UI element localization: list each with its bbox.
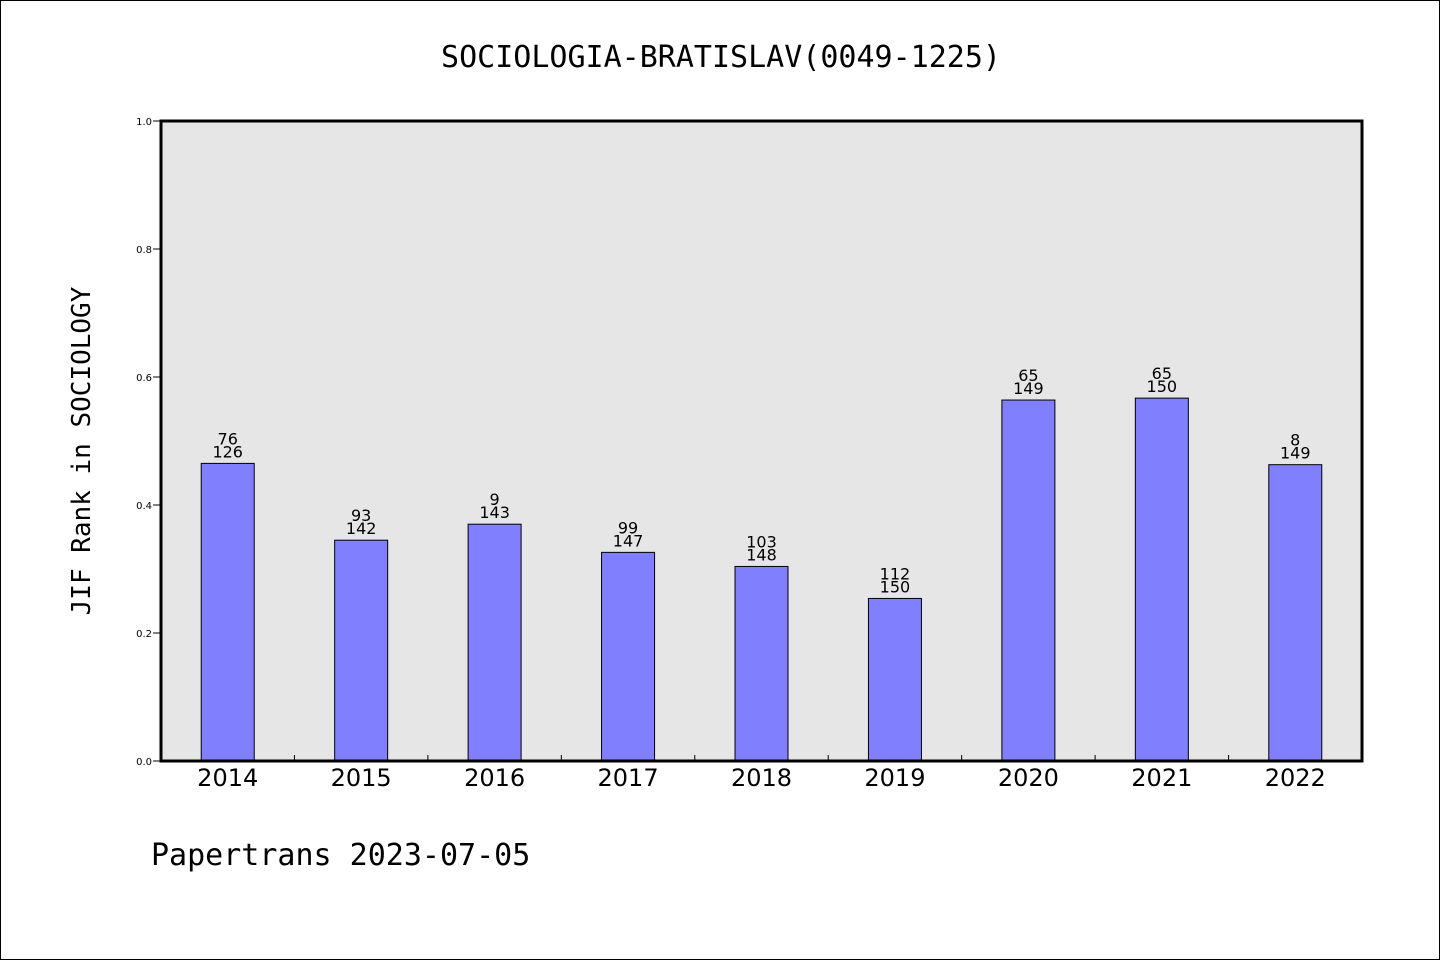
total-label: 150	[1147, 377, 1178, 396]
total-label: 148	[746, 545, 777, 564]
y-axis-label: JIF Rank in SOCIOLOGY	[67, 286, 97, 615]
bar-2018	[734, 565, 789, 762]
bar-2015	[334, 539, 389, 762]
y-tick-label: 0.6	[136, 373, 152, 384]
total-label: 143	[479, 503, 510, 522]
footer-credit: Papertrans 2023-07-05	[151, 838, 530, 873]
rank-label: 112	[880, 564, 911, 583]
y-axis-ticks: 0.0 0.2 0.4 0.6 0.8 1.0	[136, 117, 161, 768]
chart-title: SOCIOLOGIA-BRATISLAV(0049-1225)	[441, 40, 1001, 75]
bar-2017	[601, 551, 656, 762]
plot-border	[159, 119, 1364, 763]
rank-label: 99	[618, 518, 638, 537]
rank-label: 103	[746, 532, 777, 551]
bar-2019	[867, 597, 922, 762]
total-label: 147	[613, 531, 644, 550]
total-label: 142	[346, 519, 377, 538]
y-tick-label: 0.4	[136, 501, 152, 512]
rank-label: 65	[1152, 364, 1172, 383]
rank-label: 9	[490, 490, 500, 509]
rank-label: 8	[1290, 431, 1300, 450]
bar-2020	[1001, 399, 1056, 762]
rank-label: 93	[351, 506, 371, 525]
bar-2021	[1134, 397, 1189, 762]
x-axis-ticks: 2014 2015 2016 2017 2018 2019 2020 2021 2022	[197, 755, 1326, 792]
bars	[200, 397, 1323, 762]
rank-label: 65	[1018, 366, 1038, 385]
x-tick-label: 2014	[197, 764, 258, 792]
total-label: 126	[212, 442, 243, 461]
total-label: 150	[880, 577, 911, 596]
bar-2016	[467, 523, 522, 762]
x-tick-label: 2015	[331, 764, 392, 792]
bar-2014	[200, 462, 255, 762]
y-tick-label: 0.2	[136, 629, 152, 640]
total-label: 149	[1280, 444, 1311, 463]
x-tick-label: 2022	[1265, 764, 1326, 792]
y-tick-label: 0.8	[136, 245, 152, 256]
rank-label: 76	[218, 429, 238, 448]
x-tick-label: 2019	[864, 764, 925, 792]
y-tick-label: 0.0	[136, 757, 152, 768]
x-tick-label: 2017	[598, 764, 659, 792]
y-tick-label: 1.0	[136, 117, 152, 128]
bar-2022	[1268, 464, 1323, 762]
x-tick-label: 2016	[464, 764, 525, 792]
x-tick-label: 2021	[1131, 764, 1192, 792]
total-label: 149	[1013, 379, 1044, 398]
x-tick-label: 2018	[731, 764, 792, 792]
x-tick-label: 2020	[998, 764, 1059, 792]
